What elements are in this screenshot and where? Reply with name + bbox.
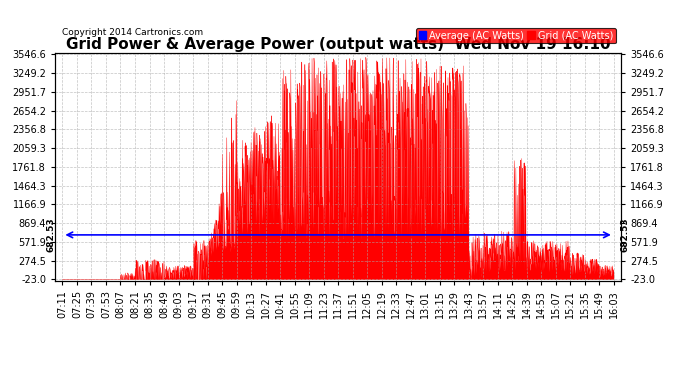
Legend: Average (AC Watts), Grid (AC Watts): Average (AC Watts), Grid (AC Watts) xyxy=(416,28,616,44)
Title: Grid Power & Average Power (output watts)  Wed Nov 19 16:10: Grid Power & Average Power (output watts… xyxy=(66,38,611,52)
Text: Copyright 2014 Cartronics.com: Copyright 2014 Cartronics.com xyxy=(62,28,204,37)
Text: 682.53: 682.53 xyxy=(46,217,55,252)
Text: 682.53: 682.53 xyxy=(621,217,630,252)
